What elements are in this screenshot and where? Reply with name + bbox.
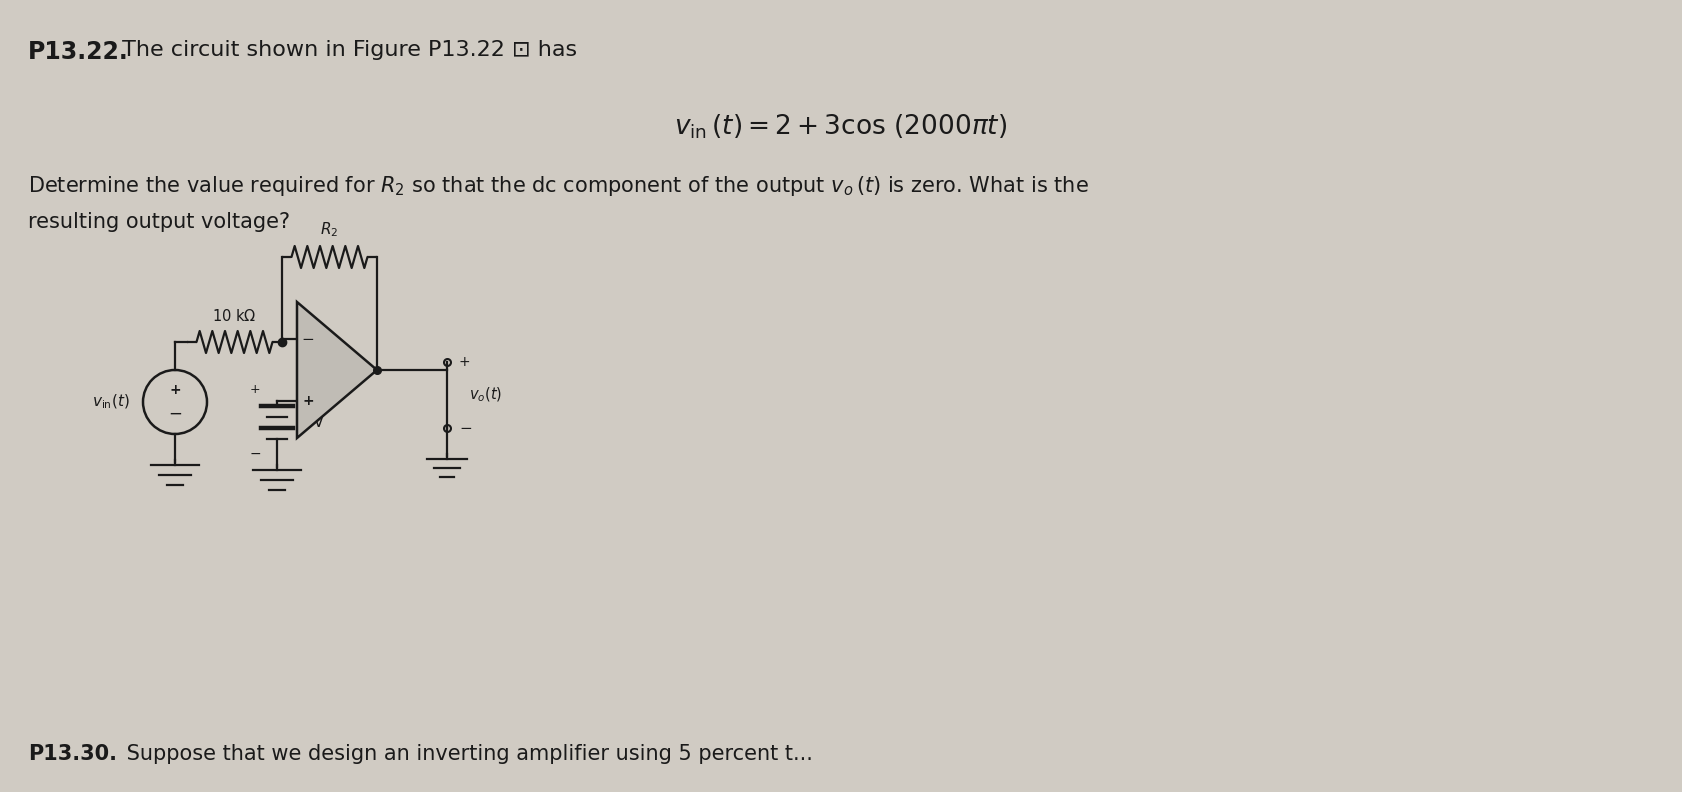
Text: −: − <box>301 332 315 347</box>
Text: 1 V: 1 V <box>299 414 323 429</box>
Text: +: + <box>303 394 313 408</box>
Text: $v_o(t)$: $v_o(t)$ <box>469 386 501 404</box>
Text: 10 k$\Omega$: 10 k$\Omega$ <box>212 308 256 324</box>
Text: resulting output voltage?: resulting output voltage? <box>29 212 289 232</box>
Text: $v_{\mathrm{in}}\,(t) = 2 + 3\cos\,(2000\pi t)$: $v_{\mathrm{in}}\,(t) = 2 + 3\cos\,(2000… <box>674 112 1008 140</box>
Text: $v_{\mathrm{in}}(t)$: $v_{\mathrm{in}}(t)$ <box>93 393 130 411</box>
Text: +: + <box>170 383 180 397</box>
Text: Determine the value required for $R_2$ so that the dc component of the output $v: Determine the value required for $R_2$ s… <box>29 174 1088 198</box>
Text: $R_2$: $R_2$ <box>320 220 338 239</box>
Polygon shape <box>296 302 377 438</box>
Text: P13.30.: P13.30. <box>29 744 118 764</box>
Text: −: − <box>168 405 182 423</box>
Text: P13.22.: P13.22. <box>29 40 130 64</box>
Text: The circuit shown in Figure P13.22 ⊡ has: The circuit shown in Figure P13.22 ⊡ has <box>114 40 577 60</box>
Text: −: − <box>249 447 261 461</box>
Text: +: + <box>249 383 261 395</box>
Text: +: + <box>459 355 471 369</box>
Text: −: − <box>459 421 471 436</box>
Text: Suppose that we design an inverting amplifier using 5 percent t...: Suppose that we design an inverting ampl… <box>119 744 812 764</box>
